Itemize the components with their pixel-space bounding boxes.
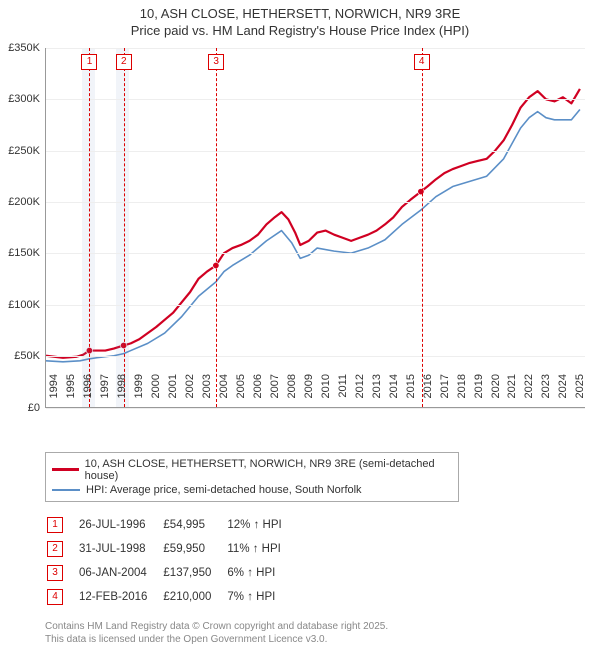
table-row: 2 31-JUL-1998£59,95011% ↑ HPI	[47, 538, 296, 560]
y-axis-label: £250K	[0, 145, 40, 157]
attribution: Contains HM Land Registry data © Crown c…	[45, 620, 600, 646]
sale-marker-line	[422, 48, 423, 407]
x-axis-label: 2008	[286, 374, 298, 398]
x-axis-label: 2024	[557, 374, 569, 398]
x-axis-label: 2019	[473, 374, 485, 398]
legend-item: 10, ASH CLOSE, HETHERSETT, NORWICH, NR9 …	[52, 457, 452, 483]
sales-table: 1 26-JUL-1996£54,99512% ↑ HPI 2 31-JUL-1998…	[45, 512, 298, 610]
x-axis-label: 2003	[201, 374, 213, 398]
y-axis-label: £0	[0, 402, 40, 414]
sale-date: 12-FEB-2016	[79, 586, 161, 608]
sale-price: £137,950	[163, 562, 225, 584]
x-axis-label: 2018	[456, 374, 468, 398]
sale-change: 7% ↑ HPI	[227, 586, 295, 608]
table-row: 4 12-FEB-2016£210,0007% ↑ HPI	[47, 586, 296, 608]
gridline	[46, 48, 585, 49]
x-axis-label: 2016	[422, 374, 434, 398]
x-axis-label: 2005	[235, 374, 247, 398]
x-axis-label: 1994	[48, 374, 60, 398]
x-axis-label: 2022	[523, 374, 535, 398]
chart-title: 10, ASH CLOSE, HETHERSETT, NORWICH, NR9 …	[0, 0, 600, 40]
sale-price: £54,995	[163, 514, 225, 536]
x-axis-label: 2010	[320, 374, 332, 398]
sale-marker-label: 4	[414, 54, 430, 70]
chart-plot-area: 1 2 3 4 1994 1995 1996 1997 1998 1999 2000 2001 200…	[45, 48, 585, 408]
legend-swatch	[52, 489, 80, 491]
y-axis-label: £150K	[0, 247, 40, 259]
attribution-line-2: This data is licensed under the Open Gov…	[45, 633, 600, 646]
x-axis-label: 2011	[337, 374, 349, 398]
gridline	[46, 151, 585, 152]
x-axis-label: 2015	[405, 374, 417, 398]
title-line-1: 10, ASH CLOSE, HETHERSETT, NORWICH, NR9 …	[0, 6, 600, 23]
legend-swatch	[52, 468, 79, 471]
x-axis-label: 1997	[99, 374, 111, 398]
x-axis-label: 2025	[574, 374, 586, 398]
y-axis-label: £300K	[0, 93, 40, 105]
gridline	[46, 356, 585, 357]
sale-marker-label: 3	[208, 54, 224, 70]
legend-text: 10, ASH CLOSE, HETHERSETT, NORWICH, NR9 …	[85, 458, 452, 482]
x-axis-label: 2002	[184, 374, 196, 398]
x-axis-label: 2007	[269, 374, 281, 398]
x-axis-label: 2017	[439, 374, 451, 398]
y-axis-label: £350K	[0, 42, 40, 54]
sale-price: £59,950	[163, 538, 225, 560]
sale-change: 6% ↑ HPI	[227, 562, 295, 584]
x-axis-label: 1995	[65, 374, 77, 398]
title-line-2: Price paid vs. HM Land Registry's House …	[0, 23, 600, 40]
sale-price: £210,000	[163, 586, 225, 608]
sale-marker-label: 1	[81, 54, 97, 70]
sale-marker-box: 4	[47, 589, 63, 605]
sale-change: 12% ↑ HPI	[227, 514, 295, 536]
sale-marker-line	[89, 48, 90, 407]
sale-change: 11% ↑ HPI	[227, 538, 295, 560]
gridline	[46, 99, 585, 100]
x-axis-label: 2020	[490, 374, 502, 398]
sale-marker-line	[124, 48, 125, 407]
x-axis-label: 2013	[371, 374, 383, 398]
attribution-line-1: Contains HM Land Registry data © Crown c…	[45, 620, 600, 633]
x-axis-label: 2004	[218, 374, 230, 398]
legend-item: HPI: Average price, semi-detached house,…	[52, 483, 452, 497]
sale-date: 31-JUL-1998	[79, 538, 161, 560]
y-axis-label: £50K	[0, 350, 40, 362]
x-axis-label: 2012	[354, 374, 366, 398]
x-axis-label: 2006	[252, 374, 264, 398]
table-row: 1 26-JUL-1996£54,99512% ↑ HPI	[47, 514, 296, 536]
x-axis-label: 1999	[133, 374, 145, 398]
x-axis-label: 2001	[167, 374, 179, 398]
x-axis-label: 2000	[150, 374, 162, 398]
legend: 10, ASH CLOSE, HETHERSETT, NORWICH, NR9 …	[45, 452, 459, 502]
background-band	[116, 48, 130, 407]
sale-marker-box: 3	[47, 565, 63, 581]
sale-date: 06-JAN-2004	[79, 562, 161, 584]
y-axis-label: £100K	[0, 299, 40, 311]
sale-marker-line	[216, 48, 217, 407]
gridline	[46, 253, 585, 254]
sale-marker-box: 1	[47, 517, 63, 533]
sale-marker-label: 2	[116, 54, 132, 70]
x-axis-label: 2014	[388, 374, 400, 398]
gridline	[46, 202, 585, 203]
sale-date: 26-JUL-1996	[79, 514, 161, 536]
x-axis-label: 2009	[303, 374, 315, 398]
x-axis-label: 1998	[116, 374, 128, 398]
x-axis-label: 2021	[506, 374, 518, 398]
x-axis-label: 1996	[82, 374, 94, 398]
gridline	[46, 305, 585, 306]
sale-marker-box: 2	[47, 541, 63, 557]
legend-text: HPI: Average price, semi-detached house,…	[86, 484, 362, 496]
table-row: 3 06-JAN-2004£137,9506% ↑ HPI	[47, 562, 296, 584]
y-axis-label: £200K	[0, 196, 40, 208]
background-band	[82, 48, 96, 407]
x-axis-label: 2023	[540, 374, 552, 398]
